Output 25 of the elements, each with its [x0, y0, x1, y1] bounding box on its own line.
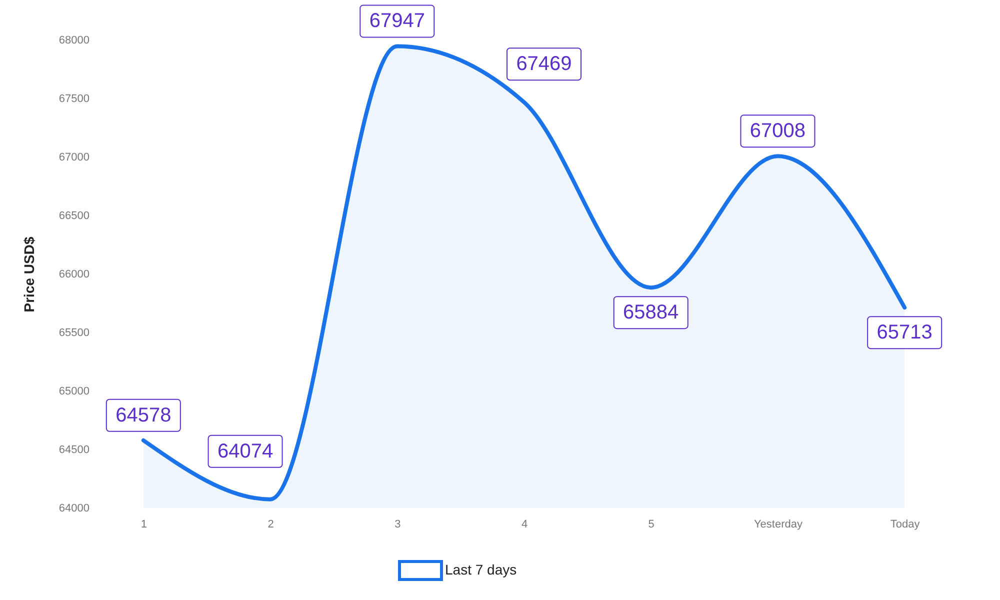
data-label: 67947 — [369, 10, 425, 32]
x-tick-label: 1 — [140, 518, 147, 530]
data-label: 65713 — [876, 322, 932, 344]
x-tick-label: 3 — [394, 518, 401, 530]
y-tick-label: 65500 — [58, 327, 90, 339]
y-tick-label: 64000 — [58, 502, 90, 514]
data-label: 65884 — [623, 302, 679, 324]
x-tick-label: 5 — [648, 518, 654, 530]
x-tick-label: Yesterday — [754, 518, 803, 530]
y-axis-title: Price USD$ — [20, 236, 37, 312]
data-label: 67008 — [750, 120, 806, 142]
data-label: 64578 — [116, 404, 172, 426]
y-tick-label: 66500 — [58, 210, 90, 222]
y-tick-label: 68000 — [58, 34, 90, 46]
x-tick-label: 2 — [268, 518, 274, 530]
x-tick-label: 4 — [521, 518, 528, 530]
y-tick-label: 65000 — [58, 386, 90, 398]
legend-label: Last 7 days — [445, 562, 517, 578]
y-tick-label: 67500 — [58, 93, 90, 105]
y-tick-label: 64500 — [58, 444, 90, 456]
x-tick-label: Today — [890, 518, 920, 530]
data-label: 67469 — [516, 53, 572, 76]
y-tick-label: 66000 — [58, 268, 90, 280]
data-label: 64074 — [217, 440, 274, 462]
y-tick-label: 67000 — [58, 152, 90, 164]
